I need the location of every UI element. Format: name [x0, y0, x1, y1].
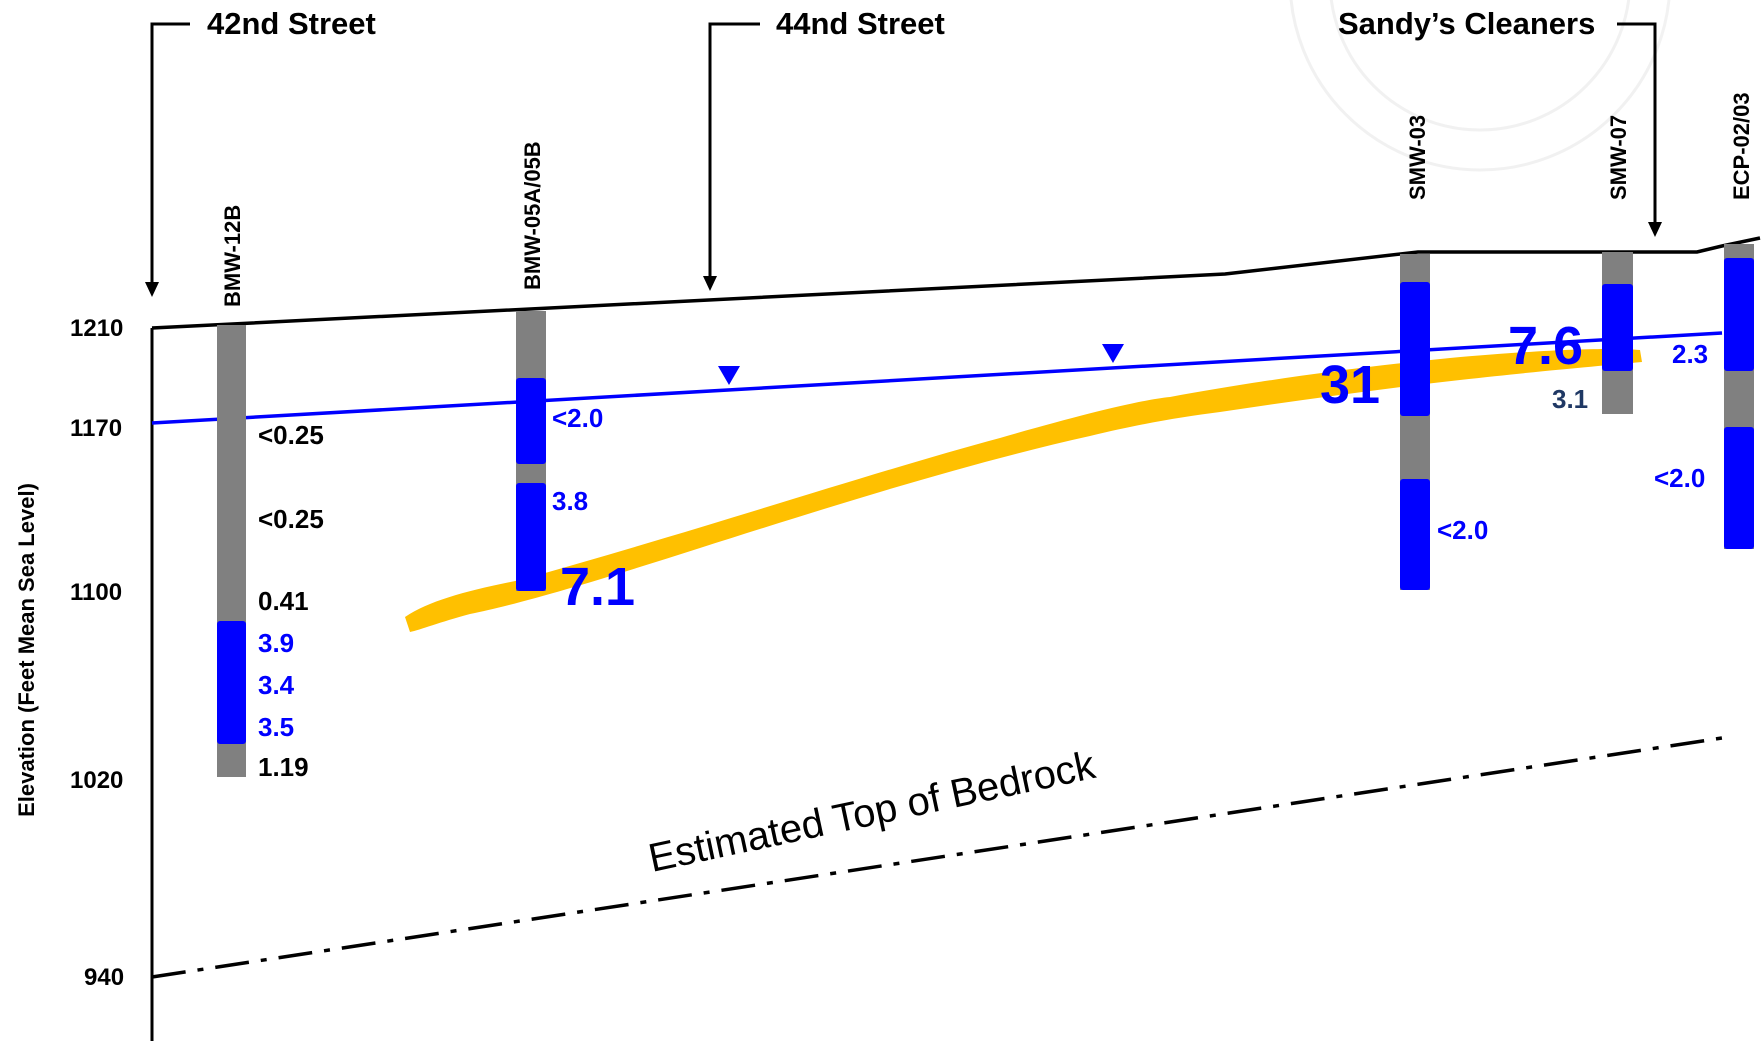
- arrow-down-icon: [703, 276, 717, 291]
- arrow-down-icon: [1648, 222, 1662, 237]
- value-label: 7.1: [560, 557, 635, 617]
- well-screen: [1400, 282, 1430, 416]
- well-screen: [1602, 284, 1633, 371]
- well-screen: [1400, 479, 1430, 590]
- value-label: <2.0: [552, 403, 603, 433]
- well-label: BMW-05A/05B: [520, 141, 545, 290]
- well-screen: [516, 483, 546, 591]
- well-screen: [217, 621, 246, 744]
- ground-surface-line: [151, 236, 1761, 330]
- y-tick-1100: 1100: [70, 579, 122, 606]
- y-tick-940: 940: [84, 964, 124, 991]
- value-label: <2.0: [1654, 463, 1705, 493]
- well-label: SMW-03: [1405, 115, 1430, 200]
- well-bmw-05a-05b: BMW-05A/05B <2.0 3.8 7.1: [516, 141, 635, 617]
- y-axis-label: Elevation (Feet Mean Sea Level): [14, 483, 39, 817]
- value-label: 0.41: [258, 586, 309, 616]
- water-table-marker-icon: [1102, 344, 1124, 363]
- well-label: BMW-12B: [220, 205, 245, 307]
- street-marker-42nd: 42nd Street: [145, 6, 376, 297]
- y-tick-1170: 1170: [70, 415, 122, 442]
- street-label-44nd: 44nd Street: [776, 6, 945, 41]
- y-tick-1210: 1210: [70, 315, 123, 342]
- street-marker-44nd: 44nd Street: [703, 6, 945, 291]
- value-label: <0.25: [258, 504, 324, 534]
- street-label-sandys: Sandy’s Cleaners: [1338, 6, 1595, 41]
- arrow-down-icon: [145, 282, 159, 297]
- bedrock-label: Estimated Top of Bedrock: [645, 743, 1100, 881]
- well-smw-03: SMW-03 31 <2.0: [1320, 115, 1488, 590]
- well-label: ECP-02/03: [1729, 92, 1754, 200]
- water-table-marker-icon: [718, 366, 740, 385]
- well-bmw-12b: BMW-12B <0.25 <0.25 0.41 3.9 3.4 3.5 1.1…: [217, 205, 324, 782]
- well-ecp-02-03: ECP-02/03 2.3 <2.0: [1654, 92, 1754, 549]
- background-seal-icon: [1289, 0, 1671, 172]
- value-label: 31: [1320, 355, 1380, 415]
- value-label: 2.3: [1672, 339, 1708, 369]
- well-screen: [516, 378, 546, 464]
- bedrock-line: [151, 736, 1723, 979]
- street-marker-sandys: Sandy’s Cleaners: [1338, 6, 1662, 237]
- value-label: 3.5: [258, 712, 294, 742]
- value-label: 1.19: [258, 752, 309, 782]
- value-label: 3.8: [552, 486, 588, 516]
- value-label: <0.25: [258, 420, 324, 450]
- value-label: <2.0: [1437, 515, 1488, 545]
- value-label: 3.4: [258, 670, 295, 700]
- well-screen: [1724, 427, 1754, 549]
- water-table-line: [151, 331, 1723, 425]
- y-tick-1020: 1020: [70, 767, 123, 794]
- well-label: SMW-07: [1606, 115, 1631, 200]
- value-label: 3.9: [258, 628, 294, 658]
- well-smw-07: SMW-07 7.6 3.1: [1508, 115, 1633, 414]
- value-label: 7.6: [1508, 316, 1583, 376]
- street-label-42nd: 42nd Street: [207, 6, 376, 41]
- value-label: 3.1: [1552, 384, 1588, 414]
- well-screen: [1724, 258, 1754, 371]
